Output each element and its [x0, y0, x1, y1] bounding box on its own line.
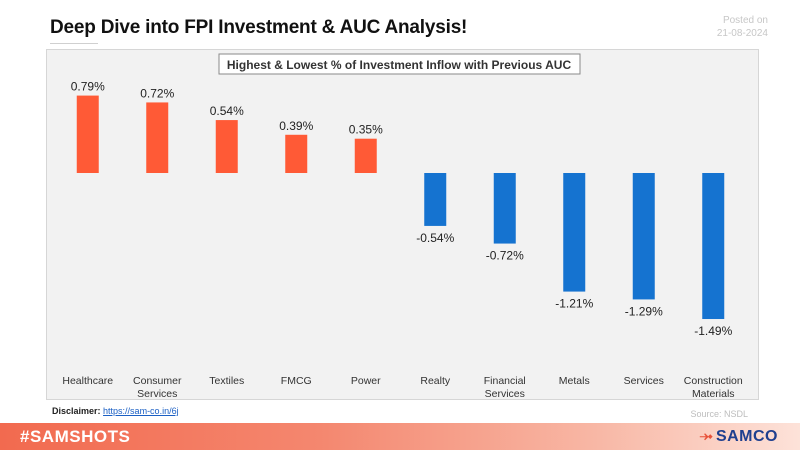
- category-label: Financial: [484, 375, 526, 387]
- disclaimer: Disclaimer: https://sam-co.in/6j: [52, 406, 179, 416]
- category-label: Services: [485, 388, 525, 400]
- category-label: FMCG: [281, 375, 312, 387]
- bar-fmcg: [285, 134, 308, 173]
- bar-consumer-services: [146, 102, 169, 173]
- samshots-hashtag: #SAMSHOTS: [20, 427, 131, 446]
- category-label: Metals: [559, 375, 590, 387]
- category-label: Construction: [684, 375, 743, 387]
- posted-date: 21-08-2024: [716, 28, 768, 39]
- samco-brand: ⤞ SAMCO: [700, 428, 778, 446]
- chart-panel: Highest & Lowest % of Investment Inflow …: [46, 49, 759, 400]
- bar-power: [354, 138, 377, 173]
- category-label: Materials: [692, 388, 735, 400]
- data-label: -1.21%: [555, 297, 593, 311]
- category-label: Services: [137, 388, 177, 400]
- data-label: -1.49%: [694, 324, 732, 338]
- bar-services: [632, 173, 655, 300]
- disclaimer-label: Disclaimer:: [52, 406, 101, 416]
- bar-healthcare: [76, 95, 99, 173]
- bar-realty: [424, 173, 447, 226]
- source-note: Source: NSDL: [690, 409, 748, 419]
- investment-inflow-chart: Highest & Lowest % of Investment Inflow …: [62, 53, 743, 400]
- data-label: 0.39%: [279, 119, 313, 133]
- category-label: Textiles: [209, 375, 244, 387]
- data-label: 0.79%: [71, 80, 105, 94]
- data-label: -0.72%: [486, 249, 524, 263]
- posted-label: Posted on: [722, 15, 768, 26]
- category-label: Healthcare: [62, 375, 113, 387]
- chart-title: Highest & Lowest % of Investment Inflow …: [227, 58, 572, 72]
- category-label: Consumer: [133, 375, 182, 387]
- page-title: Deep Dive into FPI Investment & AUC Anal…: [50, 17, 468, 38]
- bar-financial-services: [493, 173, 516, 244]
- bar-construction-materials: [702, 173, 725, 320]
- data-label: -0.54%: [416, 231, 454, 245]
- data-label: 0.35%: [349, 123, 383, 137]
- data-label: 0.54%: [210, 104, 244, 118]
- brand-name: SAMCO: [715, 428, 778, 445]
- title-underline: [50, 43, 98, 44]
- category-label: Power: [351, 375, 381, 387]
- category-label: Services: [624, 375, 664, 387]
- data-label: -1.29%: [625, 304, 663, 318]
- bar-metals: [563, 173, 586, 292]
- samco-s-logo-icon: ⤞: [699, 428, 713, 445]
- bar-textiles: [215, 120, 238, 173]
- disclaimer-link[interactable]: https://sam-co.in/6j: [103, 406, 179, 416]
- chart-title-box: [218, 53, 581, 75]
- data-label: 0.72%: [140, 86, 174, 100]
- category-label: Realty: [420, 375, 451, 387]
- footer-bar: #SAMSHOTS ⤞ SAMCO: [0, 423, 800, 450]
- posted-info: Posted on 21-08-2024: [717, 14, 768, 40]
